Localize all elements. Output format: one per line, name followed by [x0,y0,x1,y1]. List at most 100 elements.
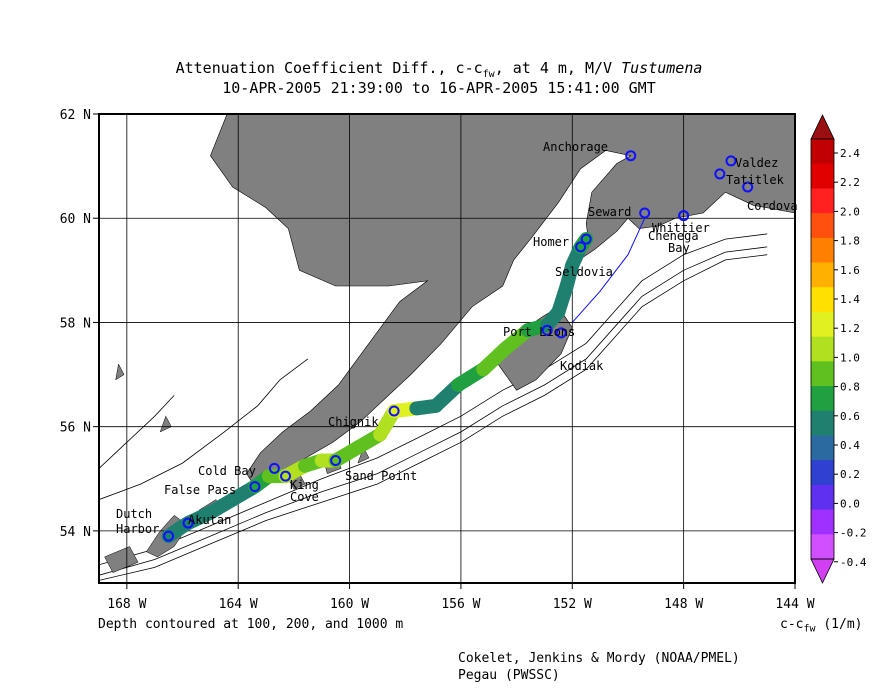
map-date-range: 10-APR-2005 21:39:00 to 16-APR-2005 15:4… [222,79,656,97]
title-text-b: , at 4 m, M/V [494,59,622,77]
colorbar-label: 2.4 [840,147,860,160]
station-marker [249,481,261,493]
station-marker [580,233,592,245]
title-text-a: Attenuation Coefficient Diff., c-c [175,59,483,77]
route-line [571,217,646,323]
station-label-valdez: Valdez [735,156,778,170]
colorbar-label: 0.2 [840,468,860,481]
map-frame [98,113,796,584]
lon-tick-label: 156 W [441,597,480,612]
colorbar-swatch [811,534,834,560]
station-label-anchorage: Anchorage [543,140,608,154]
lat-tick-label: 56 N [60,421,91,436]
station-marker [330,455,342,467]
station-label-cold-bay: Cold Bay [198,464,256,478]
colorbar-label: 1.2 [840,322,860,335]
station-label-akutan: Akutan [188,513,231,527]
map-plot-area [99,114,795,583]
station-marker [625,150,637,162]
colorbar-swatch [811,460,834,486]
station-label-dutch-harbor: Dutch Harbor [116,507,159,536]
station-marker [388,405,400,417]
colorbar-swatch [811,509,834,535]
colorbar-label: 1.6 [840,264,860,277]
colorbar-frame [810,138,835,560]
station-label-port-lions: Port Lions [503,325,575,339]
lat-tick-label: 58 N [60,316,91,331]
colorbar-swatch [811,213,834,239]
colorbar-swatch [811,336,834,362]
colorbar-label: 2.0 [840,205,860,218]
units-subscript: fw [803,623,816,635]
station-marker [280,470,292,482]
colorbar-label: 1.0 [840,351,860,364]
station-marker [555,327,567,339]
station-label-tatitlek: Tatitlek [726,173,785,187]
lat-tick-label: 62 N [60,108,91,123]
colorbar-swatch [811,311,834,338]
depth-contour-5 [99,395,175,469]
colorbar-swatch [811,361,834,387]
colorbar-bottom-arrow [810,558,835,584]
colorbar-swatch [811,262,834,288]
lat-tick-label: 60 N [60,212,91,227]
land-island-6 [357,446,370,464]
colorbar-label: -0.4 [840,556,867,569]
land-island-8 [159,415,172,433]
colorbar-label: 1.4 [840,293,860,306]
station-label-false-pass: False Pass [164,483,236,497]
colorbar-swatch [811,163,834,189]
lon-tick-label: 160 W [330,597,369,612]
land-mainland [210,114,795,487]
lat-tick-label: 54 N [60,525,91,540]
station-label-seward: Seward [588,205,631,219]
station-label-chenega-bay: Chenega Bay [648,229,699,255]
lon-tick-label: 152 W [553,597,592,612]
station-label-whittier: Whittier [652,221,710,235]
colorbar-swatch [811,484,834,511]
station-marker [163,530,175,542]
colorbar-label: 2.2 [840,176,860,189]
station-marker [541,324,553,336]
station-label-homer: Homer [533,235,569,249]
colorbar-label: 0.4 [840,439,860,452]
station-label-kodiak: Kodiak [560,359,604,373]
station-marker [678,210,690,222]
colorbar-label: 1.8 [840,235,860,248]
map-title: Attenuation Coefficient Diff., c-cfw, at… [0,60,878,83]
station-marker [182,517,194,529]
colorbar-label: 0.0 [840,497,860,510]
land-island-7 [115,363,125,381]
station-marker [725,155,737,167]
credit-line-2: Pegau (PWSSC) [458,668,560,683]
station-label-chignik: Chignik [328,415,379,429]
lon-tick-label: 148 W [664,597,703,612]
lon-tick-label: 164 W [219,597,258,612]
credit-line-1: Cokelet, Jenkins & Mordy (NOAA/PMEL) [458,651,740,666]
station-label-king-cove: King Cove [290,478,319,504]
colorbar-swatch [811,435,834,461]
station-marker [639,207,651,219]
station-label-seldovia: Seldovia [555,265,613,279]
land-island-2 [104,546,139,573]
lon-tick-label: 168 W [107,597,146,612]
station-label-sand-point: Sand Point [345,469,417,483]
colorbar-swatch [811,287,834,313]
title-vessel-name: Tustumena [621,59,703,77]
station-marker [742,181,754,193]
station-marker [268,462,280,474]
colorbar-top-arrow [810,114,835,140]
title-subscript: fw [482,69,495,80]
units-text-b: (1/m) [815,617,863,632]
units-text-a: c-c [780,617,804,632]
colorbar-swatch [811,139,834,165]
station-label-cordova: Cordova [747,199,798,213]
depth-note: Depth contoured at 100, 200, and 1000 m [98,617,404,632]
station-marker [714,168,726,180]
depth-contour-4 [99,358,309,500]
colorbar-swatch [811,237,834,264]
station-marker [575,241,587,253]
colorbar-swatch [811,410,834,436]
colorbar-swatch [811,188,834,214]
